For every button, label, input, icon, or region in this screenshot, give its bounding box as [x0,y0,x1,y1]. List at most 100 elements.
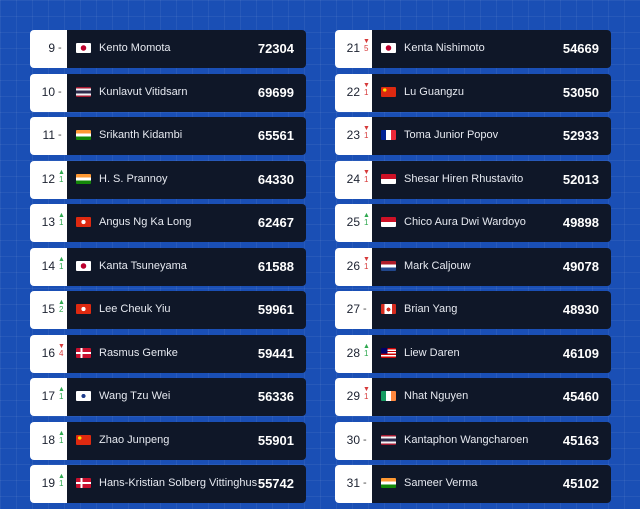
ranking-row[interactable]: 16 ▼ 4 Rasmus Gemke 59441 [30,334,306,373]
ranking-row[interactable]: 13 ▲ 1 Angus Ng Ka Long 62467 [30,204,306,242]
player-name: H. S. Prannoy [99,172,168,185]
flag-jp-icon [76,260,91,271]
rank-change-dash: - [363,433,367,446]
rank-change-down: ▼ 1 [363,74,372,112]
rank-change-up: ▲ 1 [363,204,372,242]
player-card: Hans-Kristian Solberg Vittinghus 55742 [67,465,306,503]
arrow-down-icon: ▼ [58,342,65,350]
ranking-row[interactable]: 22 ▼ 1 Lu Guangzu 53050 [335,73,611,112]
player-points: 52933 [562,128,599,143]
player-name: Zhao Junpeng [99,433,170,446]
flag-in-icon [76,173,91,184]
player-card: Brian Yang 48930 [372,291,611,329]
rank-number: 21 [346,41,360,55]
player-name: Rasmus Gemke [99,346,178,359]
rank-number: 24 [346,171,360,186]
rank-change-value: 5 [364,44,369,53]
rank-number: 11 [42,128,55,142]
rank-change-unchanged: - [363,465,372,503]
player-name: Lu Guangzu [404,85,464,98]
ranking-row[interactable]: 10- Kunlavut Vitidsarn 69699 [30,73,306,112]
player-points: 64330 [257,171,294,187]
player-name: Liew Daren [404,346,460,359]
arrow-up-icon: ▲ [363,212,370,219]
rank-change-up: ▲ 1 [58,422,67,460]
flag-my-icon [381,347,396,358]
rank-number: 27 [346,302,360,316]
rank-box: 27- [335,291,372,329]
flag-nl-icon [381,260,396,271]
rank-change-value: 1 [59,218,64,227]
rank-change-unchanged: - [58,74,67,112]
player-card: Srikanth Kidambi 65561 [67,117,306,155]
rank-change-value: 1 [364,174,369,184]
rank-change-value: 1 [364,131,369,140]
ranking-row[interactable]: 28 ▲ 1 Liew Daren 46109 [335,334,611,373]
rank-box: 18 ▲ 1 [30,421,67,460]
player-card: Wang Tzu Wei 56336 [67,378,306,416]
rank-number: 9 [48,41,55,55]
rank-number: 18 [41,432,55,447]
arrow-up-icon: ▲ [58,386,65,393]
ranking-row[interactable]: 26 ▼ 1 Mark Caljouw 49078 [335,247,611,286]
ranking-row[interactable]: 19 ▲ 1 Hans-Kristian Solberg Vittinghus 5574… [30,465,306,503]
player-points: 46109 [562,345,599,361]
player-card: Kanta Tsuneyama 61588 [67,247,306,286]
player-card: Nhat Nguyen 45460 [372,378,611,416]
ranking-row[interactable]: 31- Sameer Verma 45102 [335,465,611,503]
rank-change-up: ▲ 2 [58,291,67,329]
rank-change-unchanged: - [58,117,67,155]
rank-change-value: 1 [364,261,369,271]
rank-change-dash: - [58,129,62,141]
ranking-row[interactable]: 30- Kantaphon Wangcharoen 45163 [335,421,611,460]
player-name: Kenta Nishimoto [404,42,485,54]
rank-change-down: ▼ 1 [363,161,372,199]
flag-th-icon [381,434,396,445]
rank-change-dash: - [58,85,62,98]
ranking-row[interactable]: 11- Srikanth Kidambi 65561 [30,117,306,155]
rank-change-value: 1 [59,174,64,184]
rank-box: 28 ▲ 1 [335,334,372,373]
ranking-row[interactable]: 14 ▲ 1 Kanta Tsuneyama 61588 [30,247,306,286]
rank-change-value: 1 [364,218,369,227]
ranking-row[interactable]: 24 ▼ 1 Shesar Hiren Rhustavito 52013 [335,160,611,199]
rank-change-down: ▼ 1 [363,248,372,286]
player-name: Lee Cheuk Yiu [99,303,171,315]
rank-change-value: 1 [59,392,64,401]
player-card: Liew Daren 46109 [372,334,611,373]
rank-box: 9- [30,30,67,68]
player-name: Kunlavut Vitidsarn [99,85,188,98]
ranking-row[interactable]: 15 ▲ 2 Lee Cheuk Yiu 59961 [30,291,306,329]
player-points: 45102 [562,476,599,491]
arrow-up-icon: ▲ [363,342,370,350]
ranking-row[interactable]: 27- Brian Yang 48930 [335,291,611,329]
rank-change-value: 2 [59,305,64,314]
player-name: Shesar Hiren Rhustavito [404,172,524,185]
ranking-row[interactable]: 9- Kento Momota 72304 [30,30,306,68]
arrow-down-icon: ▼ [363,81,370,89]
player-name: Srikanth Kidambi [99,129,183,141]
player-card: Kento Momota 72304 [67,30,306,68]
rank-number: 16 [41,345,55,360]
ranking-row[interactable]: 25 ▲ 1 Chico Aura Dwi Wardoyo 49898 [335,204,611,242]
arrow-down-icon: ▼ [363,38,370,45]
player-points: 45460 [562,389,599,404]
ranking-row[interactable]: 12 ▲ 1 H. S. Prannoy 64330 [30,160,306,199]
rank-box: 13 ▲ 1 [30,204,67,242]
rank-box: 12 ▲ 1 [30,160,67,199]
player-name: Mark Caljouw [404,259,471,272]
player-card: Kunlavut Vitidsarn 69699 [67,73,306,112]
arrow-down-icon: ▼ [363,386,370,393]
player-card: Angus Ng Ka Long 62467 [67,204,306,242]
ranking-row[interactable]: 23 ▼ 1 Toma Junior Popov 52933 [335,117,611,155]
rank-box: 14 ▲ 1 [30,247,67,286]
player-points: 62467 [257,215,294,230]
player-points: 59441 [257,345,294,361]
ranking-row[interactable]: 29 ▼ 1 Nhat Nguyen 45460 [335,378,611,416]
rank-number: 31 [346,476,360,490]
rank-change-value: 1 [59,479,64,488]
ranking-row[interactable]: 18 ▲ 1 Zhao Junpeng 55901 [30,421,306,460]
ranking-row[interactable]: 17 ▲ 1 Wang Tzu Wei 56336 [30,378,306,416]
ranking-row[interactable]: 21 ▼ 5 Kenta Nishimoto 54669 [335,30,611,68]
rank-change-unchanged: - [363,422,372,460]
